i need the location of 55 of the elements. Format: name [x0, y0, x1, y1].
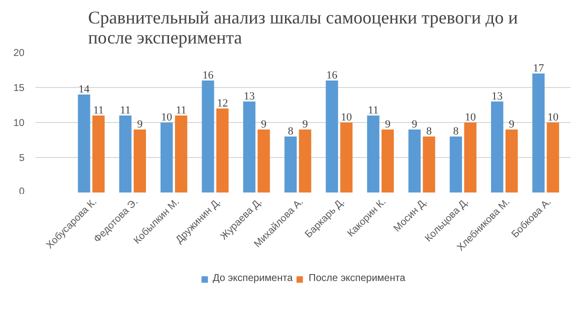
data-label: 10 — [547, 112, 559, 124]
bar — [160, 122, 173, 192]
data-label: 9 — [508, 118, 515, 130]
data-label: 11 — [120, 104, 131, 116]
bar — [532, 74, 545, 192]
bar — [174, 116, 188, 192]
legend-label: После эксперимента — [308, 273, 406, 284]
chart-title: Сравнительный анализ шкалы самооценки тревоги до и после эксперимента — [88, 8, 518, 48]
bar — [408, 130, 421, 192]
data-label: 11 — [368, 104, 379, 116]
data-label: 8 — [288, 126, 294, 138]
bar — [202, 80, 214, 192]
data-label: 17 — [532, 62, 544, 74]
bar — [216, 108, 229, 192]
bar — [284, 136, 297, 192]
bar — [422, 136, 436, 192]
data-label: 9 — [302, 118, 308, 130]
data-label: 9 — [412, 118, 418, 130]
data-label: 10 — [161, 112, 173, 124]
bar — [258, 130, 270, 192]
bar — [243, 102, 256, 192]
bar — [326, 80, 338, 192]
bar — [505, 130, 518, 192]
y-tick-label: 5 — [18, 153, 25, 164]
bar — [340, 122, 353, 192]
bar — [134, 130, 146, 192]
legend-label: До эксперимента — [212, 273, 293, 284]
data-label: 13 — [244, 90, 256, 102]
data-label: 9 — [137, 118, 144, 130]
data-label: 8 — [453, 126, 460, 138]
data-label: 11 — [93, 104, 104, 116]
bar — [546, 122, 560, 192]
data-label: 8 — [426, 126, 432, 138]
bar — [298, 130, 312, 192]
data-label: 9 — [261, 118, 268, 130]
y-tick-label: 20 — [13, 48, 25, 59]
data-label: 16 — [202, 70, 214, 82]
bar — [450, 136, 462, 192]
data-label: 13 — [492, 90, 504, 102]
data-label: 14 — [78, 84, 90, 96]
bar — [92, 116, 105, 192]
bar — [382, 130, 394, 192]
data-label: 16 — [326, 70, 338, 82]
bar — [367, 116, 380, 192]
bar — [464, 122, 476, 192]
bar — [119, 116, 132, 192]
data-label: 10 — [464, 112, 476, 124]
data-label: 12 — [216, 98, 228, 110]
data-label: 9 — [384, 118, 391, 130]
bar — [491, 102, 504, 192]
bar — [78, 94, 90, 192]
y-tick-label: 15 — [13, 83, 25, 94]
data-label: 11 — [176, 104, 186, 116]
y-tick-label: 10 — [13, 118, 25, 129]
data-label: 10 — [340, 112, 352, 124]
